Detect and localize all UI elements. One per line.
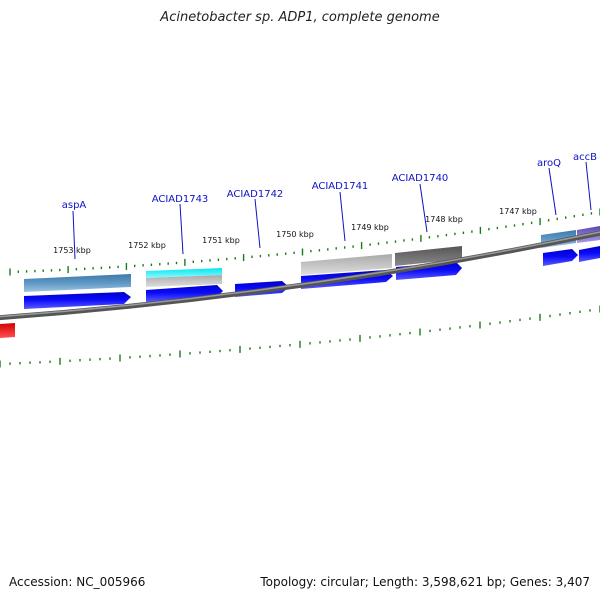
outer-scale-ticks bbox=[9, 208, 600, 276]
feature-aspA-cog bbox=[24, 274, 131, 292]
inner-scale-ticks bbox=[0, 305, 600, 368]
feature-ACIAD1743-cog-gray bbox=[146, 275, 222, 287]
scale-label: 1747 kbp bbox=[499, 207, 537, 216]
gene-label-ACIAD1741: ACIAD1741 bbox=[312, 181, 369, 192]
accession-label: Accession: NC_005966 bbox=[9, 575, 146, 589]
feature-red-marker bbox=[0, 323, 15, 338]
genome-backbone bbox=[0, 230, 600, 321]
gene-label-accB: accB bbox=[573, 152, 597, 163]
scale-label: 1751 kbp bbox=[202, 236, 240, 245]
gene-label-aroQ: aroQ bbox=[537, 158, 561, 169]
gene-labels: aspA ACIAD1743 ACIAD1742 ACIAD1741 ACIAD… bbox=[62, 152, 597, 211]
feature-ACIAD1741-cog bbox=[301, 254, 392, 275]
map-title: Acinetobacter sp. ADP1, complete genome bbox=[160, 10, 440, 25]
cds-arrow-aspA bbox=[24, 292, 131, 309]
gene-callouts bbox=[72, 161, 592, 260]
scale-label: 1748 kbp bbox=[425, 215, 463, 224]
gene-label-ACIAD1740: ACIAD1740 bbox=[392, 173, 449, 184]
feature-ACIAD1743-cog-cyan bbox=[146, 268, 222, 278]
feature-ACIAD1740-cog bbox=[395, 246, 462, 266]
topology-summary: Topology: circular; Length: 3,598,621 bp… bbox=[260, 575, 590, 589]
cds-arrow-accB bbox=[579, 246, 600, 262]
scale-label: 1749 kbp bbox=[351, 223, 389, 232]
scale-label: 1750 kbp bbox=[276, 230, 314, 239]
gene-label-aspA: aspA bbox=[62, 200, 87, 211]
scale-labels: 1753 kbp 1752 kbp 1751 kbp 1750 kbp 1749 kbp… bbox=[53, 207, 537, 255]
scale-label: 1752 kbp bbox=[128, 241, 166, 250]
feature-track-cog bbox=[24, 226, 600, 292]
gene-label-ACIAD1742: ACIAD1742 bbox=[227, 189, 284, 200]
cds-arrow-aroQ bbox=[543, 249, 578, 266]
gene-label-ACIAD1743: ACIAD1743 bbox=[152, 194, 209, 205]
scale-label: 1753 kbp bbox=[53, 246, 91, 255]
